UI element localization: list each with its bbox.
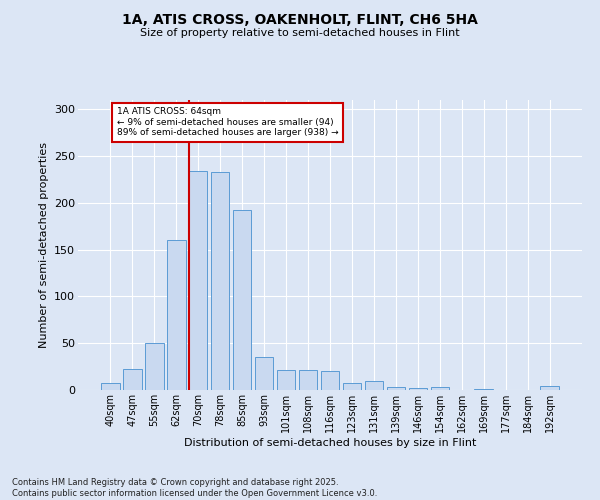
Bar bbox=[365, 380, 383, 390]
Bar bbox=[211, 172, 229, 390]
Bar bbox=[299, 370, 317, 390]
Bar bbox=[541, 386, 559, 390]
Bar bbox=[101, 384, 119, 390]
Bar bbox=[277, 370, 295, 390]
Bar bbox=[167, 240, 185, 390]
Text: Size of property relative to semi-detached houses in Flint: Size of property relative to semi-detach… bbox=[140, 28, 460, 38]
Y-axis label: Number of semi-detached properties: Number of semi-detached properties bbox=[38, 142, 49, 348]
Bar bbox=[386, 387, 405, 390]
Bar bbox=[320, 372, 340, 390]
Bar bbox=[189, 171, 208, 390]
Bar bbox=[409, 388, 427, 390]
Bar bbox=[475, 389, 493, 390]
Bar bbox=[431, 387, 449, 390]
X-axis label: Distribution of semi-detached houses by size in Flint: Distribution of semi-detached houses by … bbox=[184, 438, 476, 448]
Text: 1A, ATIS CROSS, OAKENHOLT, FLINT, CH6 5HA: 1A, ATIS CROSS, OAKENHOLT, FLINT, CH6 5H… bbox=[122, 12, 478, 26]
Bar bbox=[123, 370, 142, 390]
Bar bbox=[343, 384, 361, 390]
Bar bbox=[255, 358, 274, 390]
Bar bbox=[145, 343, 164, 390]
Bar bbox=[233, 210, 251, 390]
Text: 1A ATIS CROSS: 64sqm
← 9% of semi-detached houses are smaller (94)
89% of semi-d: 1A ATIS CROSS: 64sqm ← 9% of semi-detach… bbox=[117, 108, 338, 138]
Text: Contains HM Land Registry data © Crown copyright and database right 2025.
Contai: Contains HM Land Registry data © Crown c… bbox=[12, 478, 377, 498]
